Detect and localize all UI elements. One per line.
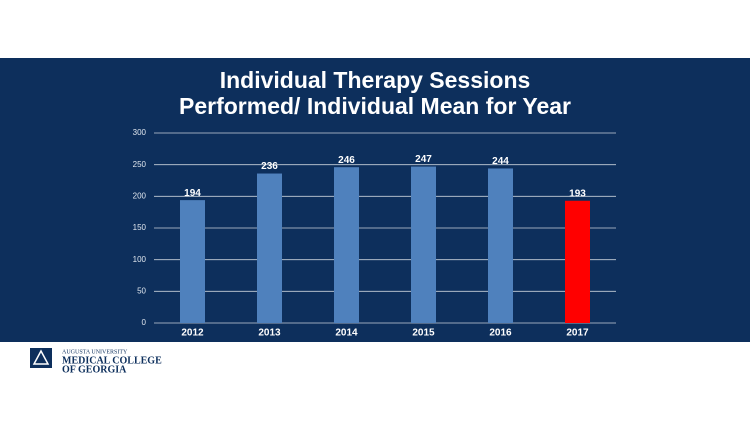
y-tick-label: 150 — [133, 223, 147, 232]
bar — [257, 173, 282, 323]
bar — [334, 167, 359, 323]
logo-icon — [30, 348, 52, 368]
y-tick-label: 100 — [133, 255, 147, 264]
bar — [180, 200, 205, 323]
bar — [565, 200, 590, 323]
chart-subtitle: Performed/ Individual Mean for Year — [179, 93, 571, 119]
slide-background — [0, 58, 750, 342]
college-name: OF GEORGIA — [62, 364, 127, 375]
x-tick-label: 2015 — [412, 328, 435, 339]
x-tick-label: 2016 — [489, 328, 512, 339]
chart-title: Individual Therapy Sessions — [220, 67, 531, 93]
y-tick-label: 300 — [133, 128, 147, 137]
value-label: 247 — [415, 154, 432, 165]
institution: AUGUSTA UNIVERSITY — [62, 349, 128, 355]
y-tick-label: 0 — [142, 318, 147, 327]
value-label: 246 — [338, 155, 355, 166]
college-name: MEDICAL COLLEGE — [62, 355, 162, 366]
y-tick-label: 50 — [137, 286, 146, 295]
x-tick-label: 2017 — [566, 328, 589, 339]
value-label: 193 — [569, 188, 586, 199]
x-tick-label: 2012 — [181, 328, 204, 339]
y-tick-label: 250 — [133, 160, 147, 169]
value-label: 244 — [492, 156, 509, 167]
x-tick-label: 2014 — [335, 328, 358, 339]
value-label: 236 — [261, 161, 278, 172]
logo-glyph — [32, 349, 50, 365]
value-label: 194 — [184, 188, 201, 199]
logo: AUGUSTA UNIVERSITY MEDICAL COLLEGE OF GE… — [30, 348, 162, 375]
x-tick-label: 2013 — [258, 328, 281, 339]
y-tick-label: 200 — [133, 191, 147, 200]
bar — [488, 168, 513, 323]
bar — [411, 166, 436, 323]
